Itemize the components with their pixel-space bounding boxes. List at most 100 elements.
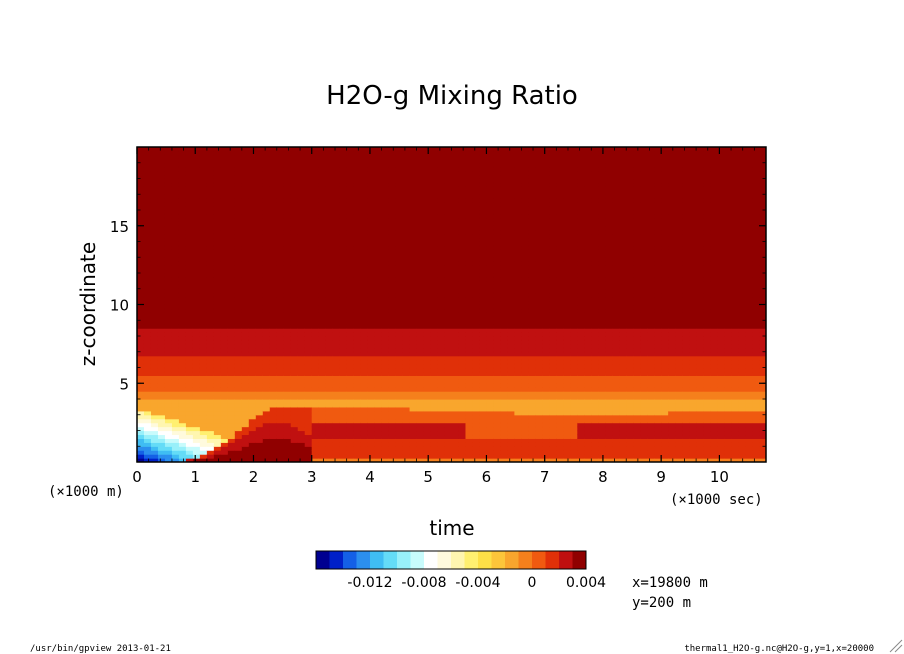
- heatmap-cell: [563, 446, 571, 451]
- heatmap-cell: [367, 351, 376, 357]
- heatmap-cell: [241, 150, 250, 156]
- heatmap-cell: [563, 343, 571, 349]
- heatmap-cell: [339, 379, 348, 384]
- heatmap-cell: [339, 414, 348, 420]
- heatmap-cell: [563, 300, 571, 306]
- heatmap-cell: [451, 249, 460, 254]
- heatmap-cell: [248, 375, 257, 380]
- heatmap-cell: [185, 359, 194, 365]
- heatmap-cell: [283, 434, 292, 439]
- heatmap-cell: [423, 221, 432, 227]
- heatmap-cell: [500, 458, 509, 462]
- heatmap-cell: [388, 245, 397, 250]
- heatmap-cell: [290, 454, 299, 459]
- heatmap-cell: [451, 402, 460, 408]
- heatmap-cell: [332, 414, 341, 420]
- heatmap-cell: [423, 308, 432, 313]
- heatmap-cell: [171, 450, 180, 455]
- heatmap-cell: [199, 391, 208, 396]
- heatmap-cell: [486, 276, 495, 282]
- heatmap-cell: [304, 147, 313, 152]
- heatmap-cell: [213, 221, 222, 227]
- heatmap-cell: [227, 418, 236, 424]
- heatmap-cell: [276, 182, 285, 187]
- heatmap-cell: [262, 221, 271, 227]
- heatmap-cell: [262, 147, 271, 152]
- heatmap-cell: [388, 430, 397, 436]
- heatmap-cell: [304, 213, 313, 219]
- heatmap-cell: [388, 332, 397, 337]
- heatmap-cell: [353, 206, 362, 211]
- heatmap-cell: [178, 339, 187, 345]
- heatmap-cell: [199, 375, 208, 380]
- heatmap-cell: [416, 414, 425, 420]
- heatmap-cell: [556, 442, 564, 447]
- heatmap-cell: [137, 308, 145, 313]
- heatmap-cell: [137, 296, 145, 302]
- heatmap-cell: [164, 336, 173, 341]
- heatmap-cell: [437, 304, 446, 310]
- heatmap-cell: [276, 284, 285, 290]
- heatmap-cell: [528, 162, 536, 168]
- heatmap-cell: [423, 292, 432, 298]
- heatmap-cell: [276, 446, 285, 451]
- heatmap-cell: [437, 430, 446, 436]
- heatmap-cell: [395, 410, 404, 416]
- heatmap-cell: [143, 434, 152, 439]
- heatmap-cell: [332, 332, 341, 337]
- heatmap-cell: [549, 430, 557, 436]
- heatmap-cell: [157, 174, 166, 180]
- heatmap-cell: [437, 233, 446, 239]
- heatmap-cell: [507, 237, 515, 243]
- heatmap-cell: [283, 194, 292, 199]
- heatmap-cell: [395, 339, 404, 345]
- heatmap-cell: [262, 332, 271, 337]
- heatmap-cell: [521, 406, 529, 412]
- heatmap-cell: [241, 454, 250, 459]
- heatmap-cell: [472, 253, 481, 258]
- heatmap-cell: [570, 426, 578, 432]
- heatmap-cell: [514, 316, 522, 321]
- heatmap-cell: [241, 351, 250, 357]
- heatmap-cell: [409, 300, 418, 306]
- heatmap-cell: [500, 273, 509, 278]
- heatmap-cell: [276, 406, 285, 412]
- heatmap-cell: [507, 162, 515, 168]
- heatmap-cell: [535, 332, 543, 337]
- heatmap-cell: [290, 249, 299, 254]
- heatmap-cell: [137, 328, 145, 333]
- heatmap-cell: [465, 158, 474, 164]
- heatmap-cell: [339, 194, 348, 199]
- heatmap-cell: [430, 162, 439, 168]
- heatmap-cell: [437, 190, 446, 195]
- heatmap-cell: [381, 363, 390, 369]
- heatmap-cell: [171, 221, 180, 227]
- heatmap-cell: [332, 182, 341, 187]
- heatmap-cell: [227, 292, 236, 298]
- heatmap-cell: [437, 438, 446, 443]
- heatmap-cell: [241, 217, 250, 223]
- heatmap-cell: [248, 233, 257, 239]
- heatmap-cell: [304, 249, 313, 254]
- heatmap-cell: [409, 355, 418, 361]
- heatmap-cell: [318, 351, 327, 357]
- heatmap-cell: [164, 245, 173, 250]
- heatmap-cell: [164, 395, 173, 400]
- heatmap-cell: [213, 343, 222, 349]
- heatmap-cell: [430, 410, 439, 416]
- heatmap-cell: [521, 194, 529, 199]
- heatmap-cell: [353, 406, 362, 412]
- heatmap-cell: [388, 276, 397, 282]
- heatmap-cell: [325, 347, 334, 353]
- heatmap-cell: [479, 249, 488, 254]
- heatmap-cell: [311, 178, 320, 184]
- heatmap-cell: [297, 166, 306, 172]
- heatmap-cell: [339, 178, 348, 184]
- heatmap-cell: [381, 292, 390, 298]
- heatmap-cell: [234, 391, 243, 396]
- heatmap-cell: [213, 241, 222, 247]
- heatmap-cell: [248, 324, 257, 329]
- heatmap-cell: [465, 217, 474, 223]
- heatmap-cell: [444, 206, 453, 211]
- heatmap-cell: [137, 265, 145, 270]
